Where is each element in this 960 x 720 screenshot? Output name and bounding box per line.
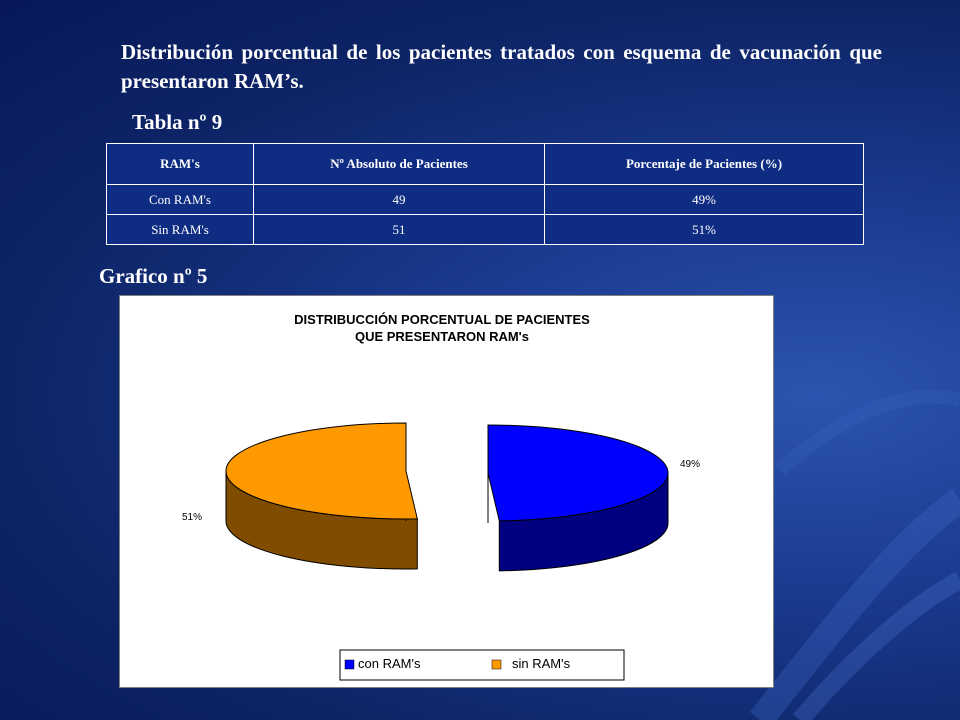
legend-label-sin-rams: sin RAM's <box>512 656 571 671</box>
table-row: Sin RAM's 51 51% <box>106 214 864 245</box>
column-header-porcentaje: Porcentaje de Pacientes (%) <box>544 143 864 185</box>
table-cell: Con RAM's <box>106 184 254 215</box>
pie-slice-con-rams-top <box>487 424 669 522</box>
legend-swatch-con-rams <box>344 659 355 670</box>
pie-chart: DISTRIBUCCIÓN PORCENTUAL DE PACIENTES QU… <box>119 295 774 688</box>
column-header-absoluto: Nº Absoluto de Pacientes <box>253 143 545 185</box>
pie-chart-svg: DISTRIBUCCIÓN PORCENTUAL DE PACIENTES QU… <box>182 312 700 681</box>
legend-box <box>339 649 625 681</box>
data-label-con-rams: 49% <box>680 459 700 470</box>
pie-slice-con-rams <box>487 424 669 572</box>
chart-caption: Grafico nº 5 <box>99 264 208 288</box>
pie-slice-sin-rams <box>225 422 418 570</box>
pie-slice-sin-rams-top <box>225 422 418 520</box>
chart-title-line-1: DISTRIBUCCIÓN PORCENTUAL DE PACIENTES <box>294 312 590 327</box>
data-label-sin-rams: 51% <box>182 512 202 523</box>
table-caption: Tabla nº 9 <box>132 110 223 134</box>
chart-title-line-2: QUE PRESENTARON RAM's <box>355 329 529 344</box>
table-cell: 51% <box>544 214 864 245</box>
ram-table: RAM's Nº Absoluto de Pacientes Porcentaj… <box>106 143 864 245</box>
table-cell: 49 <box>253 184 545 215</box>
legend-label-con-rams: con RAM's <box>358 656 421 671</box>
column-header-ram: RAM's <box>106 143 254 185</box>
table-cell: 51 <box>253 214 545 245</box>
table-cell: 49% <box>544 184 864 215</box>
chart-legend: con RAM's sin RAM's <box>339 649 625 681</box>
legend-swatch-sin-rams <box>491 659 502 670</box>
table-cell: Sin RAM's <box>106 214 254 245</box>
slide-title: Distribución porcentual de los pacientes… <box>121 40 882 93</box>
table-row: Con RAM's 49 49% <box>106 184 864 215</box>
table-header-row: RAM's Nº Absoluto de Pacientes Porcentaj… <box>106 143 864 185</box>
